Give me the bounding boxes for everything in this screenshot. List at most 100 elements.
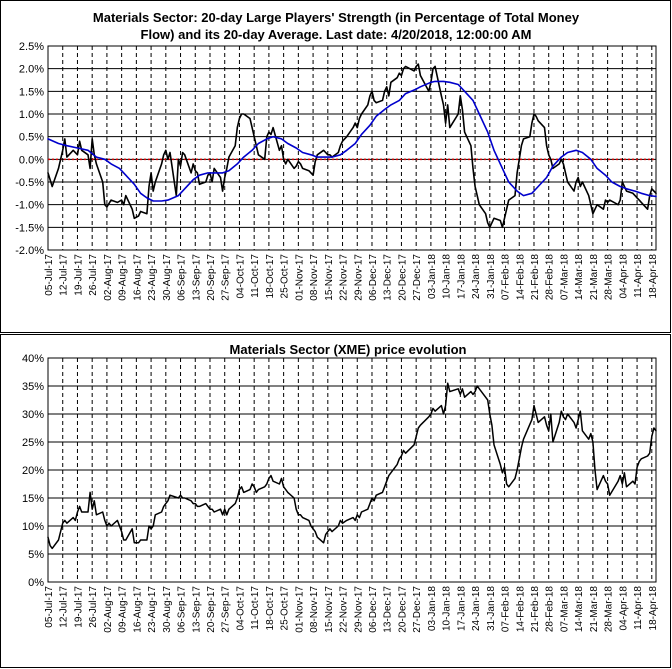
x-tick-label: 13-Dec-17 — [383, 254, 394, 301]
x-tick-label: 16-Aug-17 — [132, 586, 143, 633]
x-tick-label: 10-Jan-18 — [442, 254, 453, 299]
price-chart-title: Materials Sector (XME) price evolution — [230, 342, 467, 357]
x-tick-label: 09-Aug-17 — [118, 586, 129, 633]
x-tick-label: 04-Apr-18 — [618, 254, 629, 299]
y-tick-label: -1.5% — [15, 222, 44, 234]
y-tick-label: 2.0% — [19, 64, 44, 76]
x-tick-label: 25-Oct-17 — [280, 254, 291, 299]
x-tick-label: 26-Jul-17 — [88, 254, 99, 296]
x-tick-label: 12-Jul-17 — [59, 586, 70, 628]
x-tick-label: 03-Jan-18 — [427, 254, 438, 299]
x-tick-label: 14-Feb-18 — [515, 586, 526, 633]
x-tick-label: 11-Apr-18 — [633, 254, 644, 298]
x-tick-label: 20-Sep-17 — [206, 254, 217, 301]
x-tick-label: 06-Sep-17 — [177, 586, 188, 633]
x-tick-label: 06-Dec-17 — [368, 586, 379, 633]
y-tick-label: 1.0% — [19, 109, 44, 121]
y-tick-label: 30% — [22, 409, 44, 421]
x-tick-label: 20-Dec-17 — [397, 254, 408, 301]
x-tick-label: 04-Oct-17 — [235, 586, 246, 631]
x-tick-label: 21-Mar-18 — [589, 586, 600, 633]
x-tick-label: 21-Feb-18 — [530, 586, 541, 633]
x-tick-label: 17-Jan-18 — [456, 586, 467, 631]
x-tick-label: 07-Mar-18 — [559, 586, 570, 633]
x-tick-label: 27-Dec-17 — [412, 586, 423, 633]
x-tick-label: 21-Mar-18 — [589, 254, 600, 301]
x-tick-label: 15-Nov-17 — [324, 586, 335, 633]
x-tick-label: 04-Oct-17 — [235, 254, 246, 299]
y-tick-label: 40% — [22, 353, 44, 365]
x-tick-label: 11-Oct-17 — [250, 254, 261, 298]
x-tick-label: 03-Jan-18 — [427, 586, 438, 631]
y-tick-label: -0.5% — [15, 177, 44, 189]
x-tick-label: 19-Jul-17 — [73, 586, 84, 628]
x-tick-label: 13-Sep-17 — [191, 254, 202, 301]
x-tick-label: 30-Aug-17 — [162, 586, 173, 633]
x-tick-label: 28-Feb-18 — [545, 586, 556, 633]
x-tick-label: 22-Nov-17 — [339, 254, 350, 301]
x-tick-label: 27-Sep-17 — [221, 254, 232, 301]
x-tick-label: 01-Nov-17 — [294, 586, 305, 633]
x-tick-label: 07-Mar-18 — [559, 254, 570, 301]
y-tick-label: 0.5% — [19, 132, 44, 144]
price-x-axis: 05-Jul-17 12-Jul-17 19-Jul-17 26-Jul-17 02-A… — [44, 586, 659, 633]
strength-x-axis: 05-Jul-17 12-Jul-17 19-Jul-17 26-Jul-17 02-A… — [44, 254, 659, 301]
x-tick-label: 07-Feb-18 — [501, 254, 512, 301]
x-tick-label: 19-Jul-17 — [73, 254, 84, 296]
x-tick-label: 25-Oct-17 — [280, 586, 291, 631]
x-tick-label: 29-Nov-17 — [353, 254, 364, 301]
y-tick-label: 35% — [22, 381, 44, 393]
x-tick-label: 01-Nov-17 — [294, 254, 305, 301]
x-tick-label: 20-Dec-17 — [397, 586, 408, 633]
x-tick-label: 12-Jul-17 — [59, 254, 70, 296]
x-tick-label: 23-Aug-17 — [147, 586, 158, 633]
price-chart: Materials Sector (XME) price evolution 4… — [22, 342, 659, 633]
x-tick-label: 06-Dec-17 — [368, 254, 379, 301]
y-tick-label: 1.5% — [19, 86, 44, 98]
x-tick-label: 27-Sep-17 — [221, 586, 232, 633]
x-tick-label: 27-Dec-17 — [412, 254, 423, 301]
x-tick-label: 06-Sep-17 — [177, 254, 188, 301]
x-tick-label: 23-Aug-17 — [147, 254, 158, 301]
y-tick-label: -2.0% — [15, 245, 44, 257]
x-tick-label: 24-Jan-18 — [471, 586, 482, 631]
x-tick-label: 28-Feb-18 — [545, 254, 556, 301]
x-tick-label: 14-Mar-18 — [574, 586, 585, 633]
x-tick-label: 08-Nov-17 — [309, 254, 320, 301]
x-tick-label: 04-Apr-18 — [618, 586, 629, 631]
x-tick-label: 07-Feb-18 — [501, 586, 512, 633]
x-tick-label: 21-Feb-18 — [530, 254, 541, 301]
y-tick-label: 2.5% — [19, 41, 44, 53]
x-tick-label: 08-Nov-17 — [309, 586, 320, 633]
strength-series — [47, 63, 657, 229]
x-tick-label: 11-Apr-18 — [633, 586, 644, 630]
strength-chart: Materials Sector: 20-day Large Players' … — [15, 10, 659, 301]
y-tick-label: 5% — [28, 549, 44, 561]
y-tick-label: 25% — [22, 437, 44, 449]
x-tick-label: 18-Apr-18 — [648, 586, 659, 631]
x-tick-label: 18-Apr-18 — [648, 254, 659, 299]
price-series — [47, 382, 657, 550]
x-tick-label: 02-Aug-17 — [103, 586, 114, 633]
y-tick-label: 15% — [22, 493, 44, 505]
x-tick-label: 22-Nov-17 — [339, 586, 350, 633]
x-tick-label: 28-Mar-18 — [604, 254, 615, 301]
y-tick-label: 0% — [28, 577, 44, 589]
strength-plot-area — [47, 45, 657, 251]
x-tick-label: 18-Oct-17 — [265, 586, 276, 631]
y-tick-label: 10% — [22, 521, 44, 533]
average-line — [47, 80, 657, 202]
x-tick-label: 15-Nov-17 — [324, 254, 335, 301]
y-tick-label: -1.0% — [15, 200, 44, 212]
x-tick-label: 14-Feb-18 — [515, 254, 526, 301]
x-tick-label: 05-Jul-17 — [44, 254, 55, 296]
x-tick-label: 11-Oct-17 — [250, 586, 261, 630]
price-line — [47, 382, 657, 550]
strength-line — [47, 63, 657, 229]
x-tick-label: 18-Oct-17 — [265, 254, 276, 299]
x-tick-label: 28-Mar-18 — [604, 586, 615, 633]
y-tick-label: 20% — [22, 465, 44, 477]
x-tick-label: 10-Jan-18 — [442, 586, 453, 631]
x-tick-label: 29-Nov-17 — [353, 586, 364, 633]
